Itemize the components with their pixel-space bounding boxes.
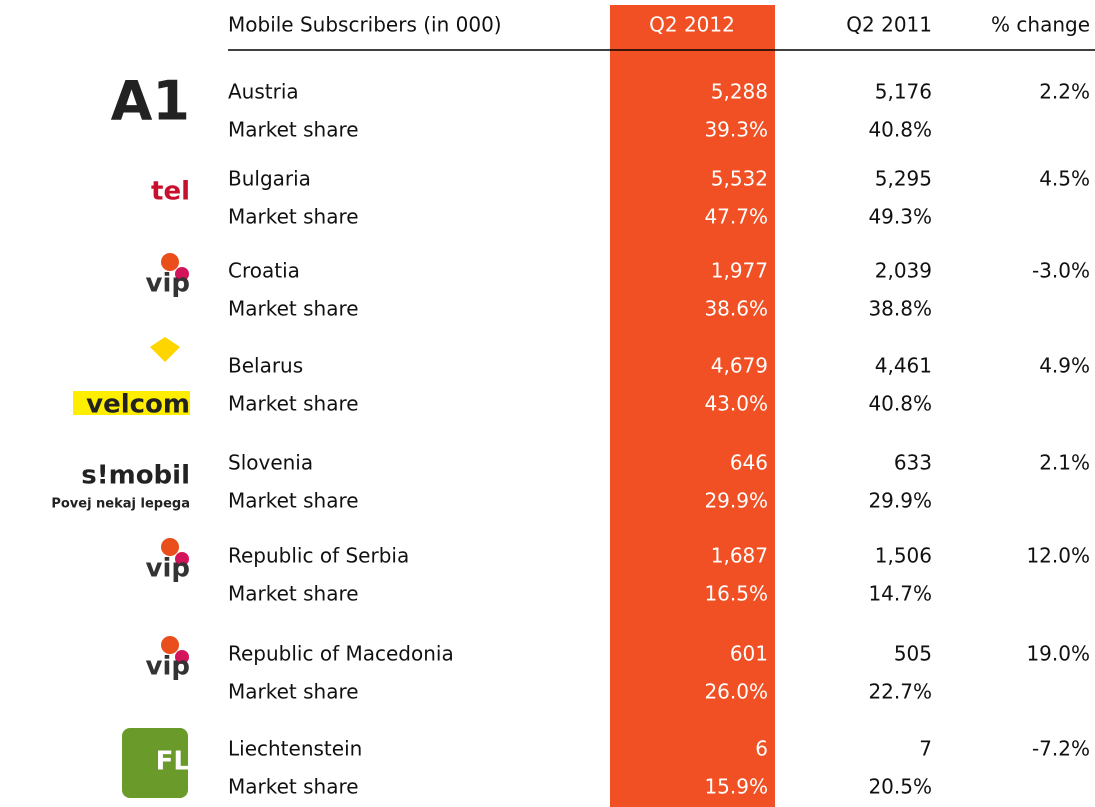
share-cell: 20.5% <box>868 775 932 799</box>
share-cell: 16.5% <box>704 582 768 606</box>
share-cell: 14.7% <box>868 582 932 606</box>
share-label: Market share <box>228 775 359 799</box>
logo-text: tel <box>151 177 190 207</box>
logo-dot <box>161 538 179 556</box>
share-cell: 40.8% <box>868 118 932 142</box>
share-cell: 15.9% <box>704 775 768 799</box>
logo-text: s!mobil <box>81 461 190 491</box>
share-cell: 29.9% <box>704 489 768 513</box>
value-cell: 7 <box>919 737 932 761</box>
logo-diamond <box>150 337 180 362</box>
share-cell: 22.7% <box>868 680 932 704</box>
value-cell: 12.0% <box>1026 544 1090 568</box>
value-cell: -3.0% <box>1032 259 1090 283</box>
value-cell: 633 <box>894 451 932 475</box>
country-label: Slovenia <box>228 451 313 475</box>
share-label: Market share <box>228 297 359 321</box>
logo-dot <box>175 267 189 281</box>
logo-dot <box>175 650 189 664</box>
value-cell: 4.9% <box>1039 354 1090 378</box>
value-cell: 1,977 <box>711 259 768 283</box>
value-cell: 2.2% <box>1039 80 1090 104</box>
value-cell: -7.2% <box>1032 737 1090 761</box>
country-label: Austria <box>228 80 299 104</box>
share-label: Market share <box>228 392 359 416</box>
logo-text: A1 <box>111 70 190 133</box>
value-cell: 5,532 <box>711 167 768 191</box>
logo-dot <box>175 552 189 566</box>
value-cell: 19.0% <box>1026 642 1090 666</box>
value-cell: 4.5% <box>1039 167 1090 191</box>
value-cell: 5,295 <box>875 167 932 191</box>
share-cell: 38.6% <box>704 297 768 321</box>
highlight-column <box>610 5 775 807</box>
share-cell: 49.3% <box>868 205 932 229</box>
share-label: Market share <box>228 118 359 142</box>
header-cell: Q2 2012 <box>649 13 735 37</box>
value-cell: 505 <box>894 642 932 666</box>
header-cell: Mobile Subscribers (in 000) <box>228 13 502 37</box>
value-cell: 1,687 <box>711 544 768 568</box>
logo-text: Povej nekaj lepega <box>51 497 190 512</box>
share-cell: 47.7% <box>704 205 768 229</box>
share-cell: 43.0% <box>704 392 768 416</box>
logo-text: vip <box>146 554 190 584</box>
header-cell: % change <box>991 13 1090 37</box>
share-label: Market share <box>228 489 359 513</box>
value-cell: 4,461 <box>875 354 932 378</box>
value-cell: 6 <box>755 737 768 761</box>
logo-bg <box>73 391 190 415</box>
share-cell: 39.3% <box>704 118 768 142</box>
country-label: Belarus <box>228 354 303 378</box>
value-cell: 2,039 <box>875 259 932 283</box>
country-label: Bulgaria <box>228 167 311 191</box>
logo-text: vip <box>146 269 190 299</box>
share-cell: 26.0% <box>704 680 768 704</box>
country-label: Croatia <box>228 259 300 283</box>
value-cell: 2.1% <box>1039 451 1090 475</box>
logo-text: velcom <box>86 390 190 420</box>
value-cell: 5,288 <box>711 80 768 104</box>
value-cell: 5,176 <box>875 80 932 104</box>
header-cell: Q2 2011 <box>846 13 932 37</box>
country-label: Liechtenstein <box>228 737 362 761</box>
share-label: Market share <box>228 582 359 606</box>
share-cell: 38.8% <box>868 297 932 321</box>
share-cell: 29.9% <box>868 489 932 513</box>
value-cell: 601 <box>730 642 768 666</box>
logo-dot <box>161 636 179 654</box>
country-label: Republic of Serbia <box>228 544 409 568</box>
country-label: Republic of Macedonia <box>228 642 454 666</box>
share-label: Market share <box>228 205 359 229</box>
value-cell: 4,679 <box>711 354 768 378</box>
share-label: Market share <box>228 680 359 704</box>
logo-dot <box>161 253 179 271</box>
logo-text: FL <box>156 747 190 777</box>
logo-text: vip <box>146 652 190 682</box>
share-cell: 40.8% <box>868 392 932 416</box>
value-cell: 1,506 <box>875 544 932 568</box>
logo-bg <box>122 728 188 798</box>
value-cell: 646 <box>730 451 768 475</box>
